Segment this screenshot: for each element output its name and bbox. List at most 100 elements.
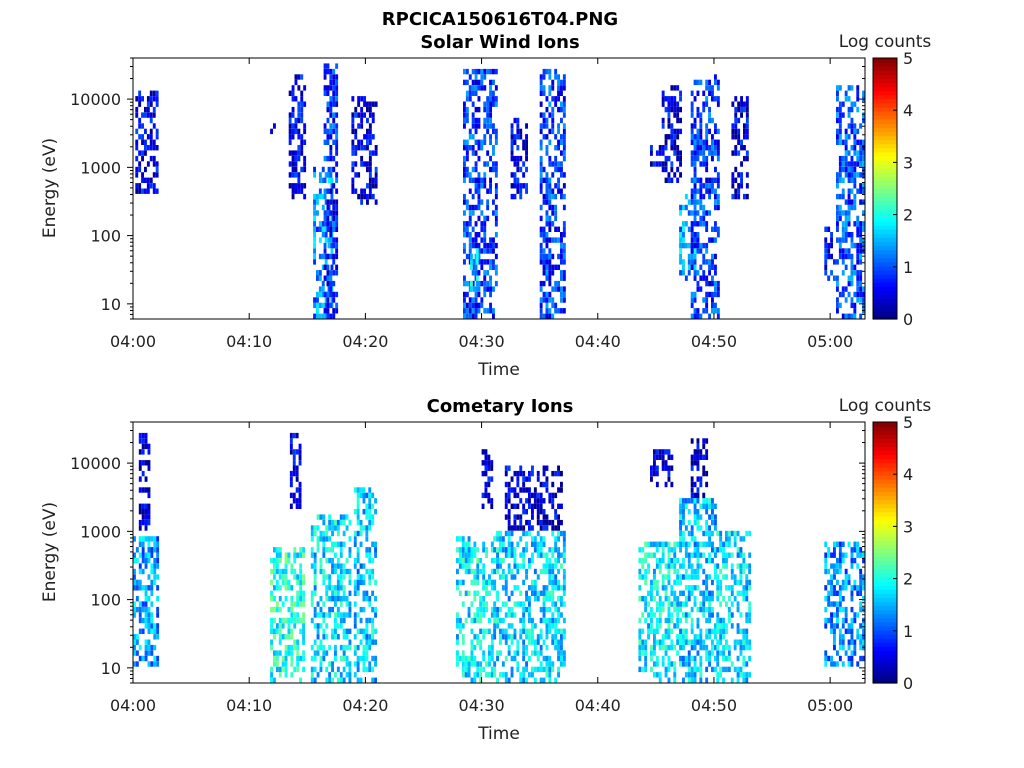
- spectrogram-cell: [473, 552, 477, 558]
- spectrogram-cell: [670, 639, 674, 645]
- spectrogram-cell: [827, 655, 831, 662]
- spectrogram-cell: [295, 432, 299, 439]
- spectrogram-cell: [722, 644, 725, 651]
- spectrogram-cell: [644, 579, 648, 586]
- spectrogram-cell: [489, 286, 492, 292]
- spectrogram-cell: [316, 275, 319, 281]
- spectrogram-cell: [476, 606, 480, 613]
- colorbar-segment: [873, 462, 897, 468]
- spectrogram-cell: [313, 248, 316, 254]
- spectrogram-cell: [339, 541, 343, 547]
- spectrogram-cell: [690, 530, 694, 537]
- spectrogram-cell: [291, 123, 295, 129]
- spectrogram-cell: [480, 199, 484, 205]
- spectrogram-cell: [679, 579, 682, 586]
- spectrogram-cell: [360, 161, 364, 167]
- spectrogram-cell: [138, 460, 142, 466]
- spectrogram-cell: [836, 557, 839, 564]
- spectrogram-cell: [291, 193, 295, 200]
- spectrogram-cell: [551, 585, 555, 591]
- spectrogram-cell: [489, 101, 492, 107]
- spectrogram-cell: [138, 438, 142, 444]
- spectrogram-cell: [554, 639, 558, 645]
- spectrogram-cell: [471, 134, 475, 140]
- spectrogram-cell: [302, 547, 305, 553]
- spectrogram-cell: [471, 297, 475, 303]
- spectrogram-cell: [664, 155, 668, 162]
- spectrogram-cell: [542, 177, 546, 183]
- spectrogram-cell: [485, 552, 488, 558]
- spectrogram-cell: [859, 291, 863, 298]
- spectrogram-cell: [679, 547, 682, 553]
- spectrogram-cell: [525, 547, 528, 553]
- spectrogram-cell: [324, 172, 328, 178]
- spectrogram-cell: [667, 568, 671, 575]
- spectrogram-cell: [693, 275, 697, 281]
- spectrogram-cell: [699, 248, 703, 254]
- spectrogram-cell: [844, 161, 848, 167]
- spectrogram-cell: [696, 270, 700, 276]
- spectrogram-cell: [542, 237, 546, 243]
- spectrogram-cell: [702, 193, 706, 200]
- spectrogram-cell: [730, 574, 734, 580]
- spectrogram-cell: [551, 547, 555, 553]
- spectrogram-cell: [481, 503, 485, 509]
- spectrogram-cell: [465, 106, 469, 113]
- spectrogram-cell: [339, 644, 343, 651]
- spectrogram-cell: [830, 574, 833, 580]
- spectrogram-cell: [690, 655, 694, 662]
- spectrogram-cell: [650, 476, 653, 482]
- spectrogram-cell: [562, 530, 566, 537]
- spectrogram-cell: [667, 476, 671, 482]
- spectrogram-cell: [463, 226, 466, 232]
- spectrogram-cell: [679, 204, 682, 211]
- colorbar-segment: [873, 306, 897, 312]
- spectrogram-cell: [525, 666, 528, 673]
- spectrogram-cell: [687, 639, 691, 645]
- spectrogram-cell: [844, 226, 848, 232]
- spectrogram-cell: [270, 596, 273, 602]
- spectrogram-cell: [486, 308, 490, 314]
- spectrogram-cell: [827, 242, 831, 249]
- spectrogram-cell: [293, 612, 297, 618]
- spectrogram-cell: [667, 606, 671, 613]
- spectrogram-cell: [702, 606, 706, 613]
- spectrogram-cell: [489, 90, 492, 96]
- spectrogram-cell: [850, 628, 854, 634]
- spectrogram-cell: [465, 166, 469, 173]
- spectrogram-cell: [838, 563, 842, 569]
- spectrogram-cell: [667, 552, 671, 558]
- spectrogram-cell: [326, 63, 330, 69]
- spectrogram-cell: [545, 655, 549, 662]
- spectrogram-cell: [470, 264, 473, 270]
- spectrogram-cell: [510, 183, 514, 189]
- spectrogram-cell: [356, 530, 360, 537]
- spectrogram-cell: [365, 617, 369, 624]
- spectrogram-cell: [270, 590, 273, 596]
- spectrogram-cell: [833, 547, 836, 553]
- spectrogram-cell: [328, 536, 332, 542]
- colorbar-segment: [873, 168, 897, 173]
- spectrogram-cell: [278, 557, 282, 564]
- spectrogram-cell: [138, 465, 142, 471]
- spectrogram-cell: [465, 226, 469, 232]
- spectrogram-cell: [156, 536, 160, 542]
- spectrogram-cell: [838, 547, 842, 553]
- spectrogram-cell: [335, 172, 339, 178]
- spectrogram-cell: [278, 568, 282, 575]
- spectrogram-cell: [329, 106, 333, 113]
- spectrogram-cell: [149, 128, 153, 135]
- spectrogram-cell: [859, 259, 863, 265]
- spectrogram-cell: [830, 590, 833, 596]
- spectrogram-cell: [551, 503, 555, 509]
- spectrogram-cell: [365, 492, 369, 499]
- spectrogram-cell: [711, 590, 714, 596]
- spectrogram-cell: [557, 612, 560, 618]
- spectrogram-cell: [638, 574, 642, 580]
- spectrogram-cell: [711, 498, 714, 504]
- spectrogram-cell: [856, 270, 860, 276]
- spectrogram-cell: [147, 639, 151, 645]
- spectrogram-cell: [722, 634, 725, 640]
- spectrogram-cell: [156, 547, 160, 553]
- spectrogram-cell: [739, 672, 743, 678]
